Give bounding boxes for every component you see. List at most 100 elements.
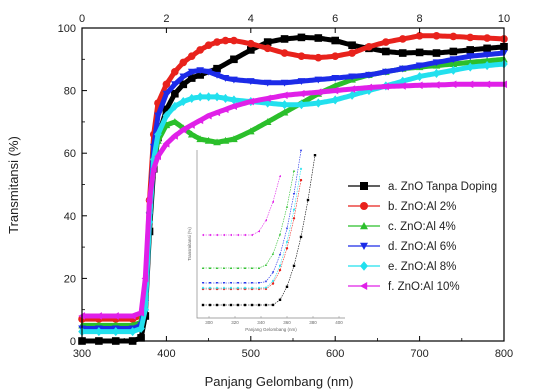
data-point xyxy=(128,327,137,337)
inset-data-point xyxy=(215,282,219,285)
data-point xyxy=(297,52,306,60)
inset-data-point xyxy=(264,280,268,283)
inset-data-point xyxy=(215,303,219,307)
inset-data-point xyxy=(292,208,296,212)
data-point xyxy=(95,312,102,320)
inset-data-point xyxy=(257,303,261,307)
inset-data-point xyxy=(201,233,204,237)
inset-data-point xyxy=(271,282,275,285)
data-point xyxy=(149,165,157,173)
inset-x-axis-label: Panjang Gelombang (nm) xyxy=(245,327,297,332)
data-point xyxy=(432,68,441,78)
data-point xyxy=(263,44,272,53)
data-point xyxy=(196,92,204,102)
inset-data-point xyxy=(222,266,226,269)
x-tick-label: 600 xyxy=(326,348,344,360)
data-point xyxy=(230,76,238,84)
inset-series-line xyxy=(203,150,302,284)
data-point xyxy=(297,33,306,42)
legend-marker xyxy=(360,261,368,271)
data-point xyxy=(221,93,230,103)
top-tick-label: 4 xyxy=(248,13,254,25)
data-point xyxy=(297,100,306,110)
top-tick-label: 10 xyxy=(498,13,510,25)
data-point xyxy=(196,116,204,125)
inset-data-point xyxy=(271,279,275,283)
data-point xyxy=(141,305,150,315)
legend-label: a. ZnO Tanpa Doping xyxy=(388,181,497,193)
inset-data-point xyxy=(208,303,212,307)
data-point xyxy=(162,111,171,121)
data-point xyxy=(382,38,390,46)
inset-data-point xyxy=(208,233,211,237)
data-point xyxy=(263,98,272,108)
data-point xyxy=(263,118,272,125)
data-point xyxy=(171,132,178,140)
inset-data-point xyxy=(285,227,289,230)
inset-data-point xyxy=(236,233,239,237)
inset-data-point xyxy=(313,154,317,157)
data-point xyxy=(141,274,149,283)
inset-data-point xyxy=(236,266,240,269)
legend-item: d. ZnO:Al 6% xyxy=(348,241,456,253)
inset-series xyxy=(201,175,281,237)
data-point xyxy=(415,32,424,40)
inset-data-point xyxy=(215,266,219,269)
data-point xyxy=(280,49,289,57)
data-point xyxy=(179,80,188,89)
data-point xyxy=(230,135,238,143)
inset-data-point xyxy=(201,266,205,269)
y-tick-label: 60 xyxy=(64,148,76,160)
data-point xyxy=(187,121,195,129)
data-point xyxy=(280,100,289,110)
y-tick-label: 0 xyxy=(70,336,76,348)
data-point xyxy=(187,93,196,103)
inset-data-point xyxy=(264,263,268,266)
legend-item: e. ZnO:Al 8% xyxy=(348,261,456,273)
inset-data-point xyxy=(236,286,240,290)
data-point xyxy=(230,55,238,64)
inset-data-point xyxy=(208,286,212,290)
legend-item: c. ZnO:Al 4% xyxy=(348,221,456,233)
inset-data-point xyxy=(264,286,268,290)
top-tick-label: 8 xyxy=(417,13,423,25)
data-point xyxy=(213,64,221,73)
inset-data-point xyxy=(243,266,247,269)
legend-label: e. ZnO:Al 8% xyxy=(388,261,456,273)
data-point xyxy=(466,33,475,42)
data-point xyxy=(162,80,171,89)
legend-label: b. ZnO:Al 2% xyxy=(388,201,456,213)
inset-x-tick-label: 380 xyxy=(309,320,317,325)
data-point xyxy=(162,121,171,129)
inset-data-point xyxy=(229,282,233,285)
inset-data-point xyxy=(285,205,289,208)
inset-data-point xyxy=(215,233,218,237)
inset-data-point xyxy=(292,169,296,172)
data-point xyxy=(398,82,406,90)
inset-data-point xyxy=(271,200,274,204)
inset-data-point xyxy=(299,167,303,171)
data-point xyxy=(221,36,230,45)
data-point xyxy=(162,140,170,148)
data-point xyxy=(230,36,238,45)
x-tick-label: 700 xyxy=(410,348,428,360)
inset-series-line xyxy=(203,170,295,269)
data-point xyxy=(213,108,221,117)
inset-data-point xyxy=(306,198,310,202)
data-point xyxy=(247,46,255,54)
legend-item: a. ZnO Tanpa Doping xyxy=(348,181,497,193)
inset-data-point xyxy=(257,266,261,269)
data-point xyxy=(432,49,441,57)
inset-series xyxy=(201,149,303,285)
data-point xyxy=(221,136,230,144)
data-point xyxy=(179,73,188,81)
data-point xyxy=(483,51,491,59)
inset-data-point xyxy=(222,286,226,290)
data-point xyxy=(348,41,356,50)
data-point xyxy=(204,111,212,120)
inset-data-point xyxy=(236,303,240,307)
inset-data-point xyxy=(229,233,232,237)
data-point xyxy=(483,61,491,71)
data-point xyxy=(196,46,204,54)
data-point xyxy=(221,105,229,114)
